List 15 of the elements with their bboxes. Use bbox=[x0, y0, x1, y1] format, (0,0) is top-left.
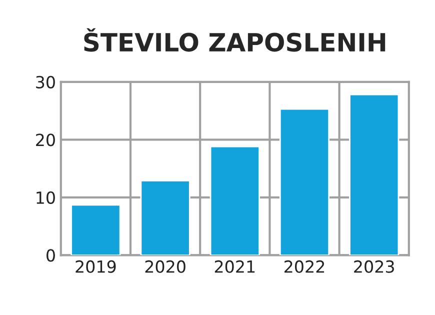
bar bbox=[279, 108, 330, 256]
chart-title: ŠTEVILO ZAPOSLENIH bbox=[84, 28, 386, 52]
bar bbox=[140, 180, 190, 256]
bar bbox=[70, 204, 121, 256]
x-tick-label: 2021 bbox=[214, 260, 255, 273]
y-tick-label: 30 bbox=[36, 76, 55, 88]
x-tick-label: 2020 bbox=[145, 260, 186, 273]
x-tick-label: 2023 bbox=[354, 260, 394, 273]
y-tick-label: 0 bbox=[46, 249, 55, 262]
bar bbox=[210, 146, 260, 256]
x-tick-label: 2019 bbox=[76, 260, 116, 273]
y-tick-label: 10 bbox=[36, 191, 55, 204]
y-tick-label: 20 bbox=[36, 134, 55, 146]
bar bbox=[349, 94, 400, 256]
x-tick-label: 2022 bbox=[284, 260, 324, 273]
